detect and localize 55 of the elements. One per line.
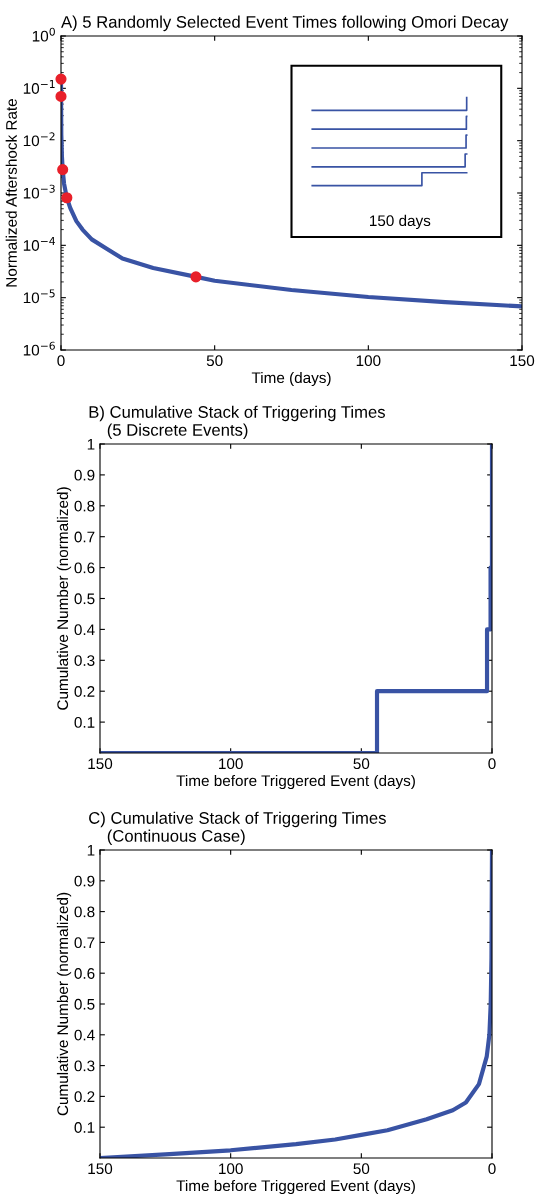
y-axis-title: Cumulative Number (normalized): [56, 487, 72, 710]
y-tick-label: 10$^{0}$: [32, 27, 55, 42]
x-tick-label: 0: [57, 355, 65, 367]
x-tick-label: 50: [353, 758, 370, 770]
y-tick-label: 0.1: [74, 716, 95, 728]
line-series: [100, 850, 492, 1158]
y-tick-label: 0.6: [74, 968, 95, 979]
y-tick-label: 10$^{−3}$: [23, 184, 55, 199]
y-tick-label: 0.5: [74, 998, 95, 1010]
x-axis-title: Time (days): [251, 371, 331, 387]
y-tick-label: 10$^{−5}$: [23, 289, 55, 304]
y-tick-label: 0.9: [74, 469, 95, 481]
point: [55, 90, 67, 102]
x-tick-label: 50: [353, 1163, 370, 1175]
point: [190, 271, 202, 283]
x-tick-label: 150: [88, 1163, 113, 1175]
y-axis-title: Normalized Aftershock Rate: [5, 99, 17, 287]
x-tick-label: 100: [219, 758, 243, 770]
x-tick-label: 0: [488, 758, 496, 770]
y-tick-label: 0.3: [74, 1060, 95, 1072]
point: [61, 192, 73, 204]
y-tick-label: 10$^{−2}$: [23, 132, 55, 147]
annotation: 150 days: [370, 214, 431, 230]
y-tick-label: 0.7: [74, 937, 95, 949]
y-tick-label: 0.8: [74, 500, 95, 512]
chart-title: B) Cumulative Stack of Triggering Times (5 Discrete Events): [89, 405, 385, 440]
y-tick-label: 1: [87, 845, 95, 856]
y-tick-label: 0.2: [74, 686, 95, 697]
x-axis-title: Time before Triggered Event (days): [176, 1179, 415, 1194]
x-axis-title: Time before Triggered Event (days): [176, 774, 415, 790]
x-tick-label: 150: [510, 355, 535, 367]
chart-title: C) Cumulative Stack of Triggering Times (Continuous Case): [89, 811, 386, 846]
y-tick-label: 1: [87, 439, 95, 450]
y-tick-label: 0.2: [74, 1091, 95, 1103]
x-tick-label: 0: [488, 1163, 496, 1175]
x-tick-label: 100: [219, 1163, 243, 1175]
y-tick-label: 10$^{−4}$: [23, 237, 55, 251]
chart-title: A) 5 Randomly Selected Event Times following Omori Decay: [61, 15, 509, 32]
point: [57, 164, 69, 176]
y-tick-label: 10$^{−1}$: [23, 80, 55, 94]
y-axis-title: Cumulative Number (normalized): [56, 892, 72, 1116]
y-tick-label: 0.4: [74, 1029, 95, 1041]
y-tick-label: 0.9: [74, 875, 95, 887]
y-tick-label: 0.5: [74, 593, 95, 605]
x-tick-label: 150: [88, 758, 113, 770]
y-tick-label: 0.3: [74, 655, 95, 666]
y-tick-label: 0.6: [74, 562, 95, 574]
point: [55, 73, 67, 85]
x-tick-label: 100: [356, 355, 381, 367]
y-tick-label: 0.1: [74, 1122, 95, 1133]
y-tick-label: 10$^{−6}$: [23, 341, 55, 356]
y-tick-label: 0.7: [74, 531, 95, 543]
y-tick-label: 0.4: [74, 624, 95, 636]
y-tick-label: 0.8: [74, 906, 95, 918]
x-tick-label: 50: [206, 355, 223, 367]
